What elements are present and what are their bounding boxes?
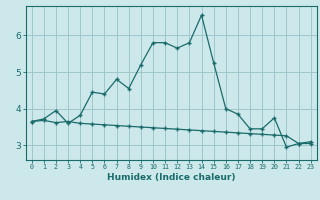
X-axis label: Humidex (Indice chaleur): Humidex (Indice chaleur) xyxy=(107,173,236,182)
